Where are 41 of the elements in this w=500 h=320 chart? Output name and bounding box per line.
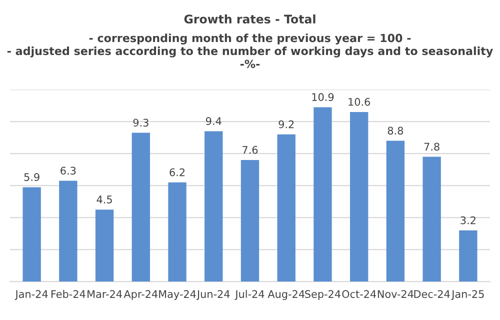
x-tick-label: Sep-24	[305, 290, 340, 300]
data-label: 10.9	[312, 93, 334, 102]
x-tick-label: Apr-24	[124, 290, 158, 300]
x-tick-label: Jan-25	[451, 290, 484, 300]
bar	[350, 112, 368, 282]
bar	[459, 230, 478, 282]
bar	[277, 134, 296, 282]
x-tick-label: Oct-24	[342, 290, 376, 298]
bar	[240, 160, 260, 282]
x-tick-label: Jun-24	[196, 290, 230, 300]
x-tick-label: Dec-24	[414, 290, 450, 298]
x-tick-label: Nov-24	[378, 290, 414, 298]
data-label: 9.3	[133, 118, 148, 127]
data-label: 5.9	[24, 173, 40, 182]
x-tick-label: Jan-24	[14, 290, 48, 300]
data-label: 4.5	[96, 196, 112, 204]
data-label: 7.6	[242, 146, 258, 154]
bar	[168, 182, 186, 282]
data-label: 7.8	[424, 142, 440, 151]
bar	[22, 187, 41, 282]
bar	[59, 180, 78, 282]
data-label: 6.3	[60, 166, 76, 175]
data-label: 9.2	[278, 120, 294, 128]
data-label: 3.2	[460, 216, 476, 224]
data-label: 6.2	[170, 168, 185, 176]
x-tick-label: Mar-24	[88, 290, 122, 298]
x-tick-label: Jul-24	[234, 290, 264, 300]
bar	[204, 131, 223, 282]
data-label: 8.8	[388, 126, 404, 135]
data-label: 10.6	[348, 98, 370, 106]
data-label: 9.4	[206, 117, 222, 126]
bar	[314, 107, 332, 282]
bar	[95, 210, 114, 282]
x-tick-label: May-24	[159, 290, 196, 300]
chart-title: Growth rates - Total	[184, 14, 316, 24]
bar	[386, 140, 405, 282]
x-tick-label: Aug-24	[268, 290, 304, 300]
chart-subtitle: - corresponding month of the previous year = 100 - - adjusted series according to the number of working days and to seasonality -%-	[7, 34, 493, 68]
bar	[132, 132, 150, 282]
bar	[422, 156, 441, 282]
x-tick-label: Feb-24	[51, 290, 86, 298]
